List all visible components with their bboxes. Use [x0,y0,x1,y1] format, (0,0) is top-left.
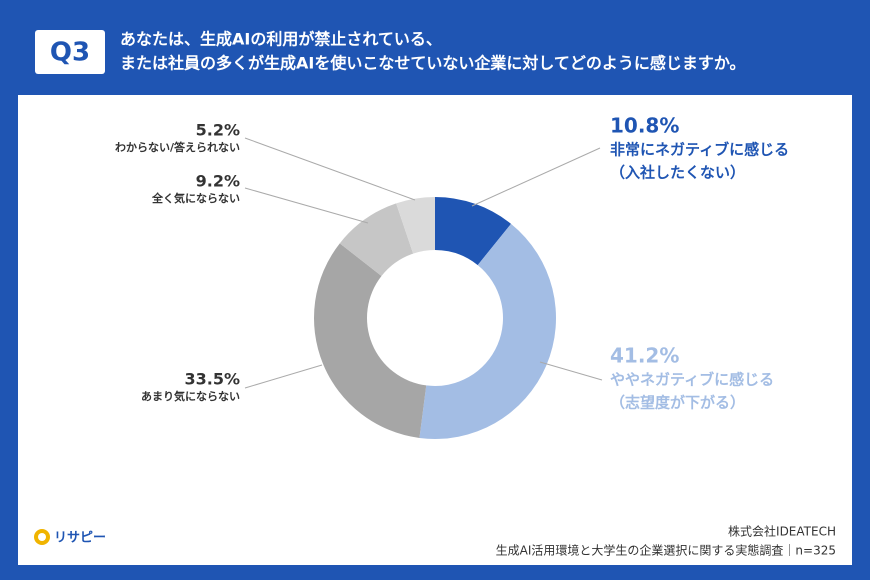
source: 生成AI活用環境と大学生の企業選択に関する実態調査｜n=325 [496,543,836,558]
donut-segment [339,203,414,277]
value-label: 5.2% [196,121,240,140]
leader-line [539,361,603,381]
value-label: 10.8% [610,114,679,138]
logo-icon-hole [38,533,46,541]
category-label: ややネガティブに感じる [610,371,774,389]
logo: リサピー [54,531,106,546]
title-line: あなたは、生成AIの利用が禁止されている、 [120,30,442,49]
title-line: または社員の多くが生成AIを使いこなせていない企業に対してどのように感じますか。 [120,54,746,73]
leader-line [471,147,601,207]
donut-segment [435,197,512,266]
value-label: 33.5% [184,370,240,389]
chart: 10.8% 非常にネガティブに感じる （入社したくない） 41.2% ややネガティブに感… [115,114,789,439]
category-label: （志望度が下がる） [610,394,745,412]
leader-line [244,187,369,224]
category-label: わからない/答えられない [115,140,240,154]
donut-segment [396,197,435,254]
leader-line [244,364,323,389]
leader-line [244,137,416,201]
badge-box [35,30,105,74]
donut-segment [313,243,427,438]
panel [18,95,852,565]
category-label: （入社したくない） [610,164,745,182]
badge: Q3 [50,38,90,68]
category-label: あまり気にならない [141,389,240,403]
company: 株式会社IDEATECH [728,524,836,539]
donut-segment [419,223,556,439]
category-label: 非常にネガティブに感じる [610,141,789,159]
value-label: 41.2% [610,344,679,368]
value-label: 9.2% [196,172,240,191]
category-label: 全く気にならない [151,191,240,205]
